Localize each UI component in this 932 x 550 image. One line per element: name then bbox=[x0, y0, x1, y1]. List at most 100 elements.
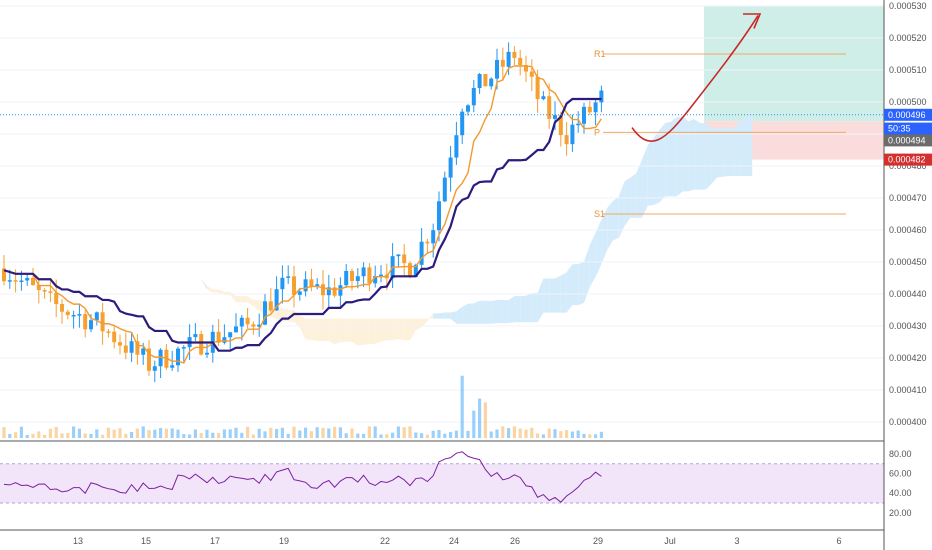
candle-body[interactable] bbox=[303, 279, 308, 292]
candle-body[interactable] bbox=[135, 341, 140, 355]
candle-body[interactable] bbox=[257, 324, 262, 327]
candle-body[interactable] bbox=[500, 59, 505, 67]
candle-body[interactable] bbox=[31, 277, 35, 286]
candle-body[interactable] bbox=[338, 285, 343, 296]
candle-body[interactable] bbox=[42, 290, 47, 292]
candle-body[interactable] bbox=[582, 106, 586, 124]
candle-body[interactable] bbox=[350, 270, 354, 281]
candle-body[interactable] bbox=[268, 301, 273, 311]
candle-body[interactable] bbox=[570, 124, 575, 145]
candle-body[interactable] bbox=[286, 276, 291, 278]
candle-body[interactable] bbox=[558, 115, 563, 136]
candle-body[interactable] bbox=[355, 276, 360, 281]
candle-body[interactable] bbox=[48, 291, 53, 293]
target-zone[interactable] bbox=[704, 6, 884, 122]
candle-body[interactable] bbox=[83, 314, 88, 330]
candle-body[interactable] bbox=[576, 123, 581, 126]
candle-body[interactable] bbox=[442, 177, 447, 202]
candle-body[interactable] bbox=[524, 65, 528, 72]
candle-body[interactable] bbox=[564, 135, 569, 145]
candle-body[interactable] bbox=[512, 51, 517, 58]
candle-body[interactable] bbox=[193, 334, 198, 338]
candle-body[interactable] bbox=[118, 342, 122, 346]
candle-body[interactable] bbox=[448, 157, 453, 178]
candle-body[interactable] bbox=[274, 289, 279, 311]
candle-body[interactable] bbox=[309, 279, 314, 287]
candle-body[interactable] bbox=[297, 291, 302, 295]
candle-body[interactable] bbox=[593, 102, 598, 113]
candle-body[interactable] bbox=[36, 285, 41, 291]
candle-body[interactable] bbox=[222, 337, 227, 343]
candle-body[interactable] bbox=[535, 76, 540, 100]
candle-body[interactable] bbox=[425, 241, 430, 244]
candle-body[interactable] bbox=[553, 115, 557, 119]
candle-body[interactable] bbox=[77, 314, 82, 316]
candle-body[interactable] bbox=[199, 334, 204, 355]
candle-body[interactable] bbox=[292, 276, 296, 295]
candle-body[interactable] bbox=[344, 270, 349, 286]
candle-body[interactable] bbox=[158, 349, 163, 367]
candle-body[interactable] bbox=[419, 241, 424, 265]
candle-body[interactable] bbox=[60, 304, 64, 312]
candle-body[interactable] bbox=[431, 230, 436, 244]
candle-body[interactable] bbox=[477, 73, 482, 89]
candle-body[interactable] bbox=[326, 287, 331, 296]
candle-body[interactable] bbox=[587, 106, 592, 113]
candle-body[interactable] bbox=[466, 105, 470, 112]
candle-body[interactable] bbox=[106, 331, 111, 333]
candle-body[interactable] bbox=[379, 274, 383, 277]
candle-body[interactable] bbox=[361, 267, 366, 277]
candle-body[interactable] bbox=[228, 332, 233, 338]
candle-body[interactable] bbox=[176, 348, 180, 366]
candle-body[interactable] bbox=[147, 348, 151, 371]
candle-body[interactable] bbox=[54, 292, 59, 305]
candle-body[interactable] bbox=[71, 315, 76, 317]
candle-body[interactable] bbox=[19, 280, 24, 283]
candle-body[interactable] bbox=[245, 317, 250, 325]
candle-body[interactable] bbox=[216, 331, 221, 343]
candle-body[interactable] bbox=[280, 277, 285, 290]
candle-body[interactable] bbox=[529, 71, 534, 77]
candle-body[interactable] bbox=[65, 311, 70, 316]
candle-body[interactable] bbox=[170, 365, 175, 368]
candle-body[interactable] bbox=[141, 348, 146, 355]
candle-body[interactable] bbox=[413, 264, 418, 278]
candle-body[interactable] bbox=[239, 317, 244, 327]
candle-body[interactable] bbox=[402, 254, 407, 264]
candle-body[interactable] bbox=[123, 345, 128, 353]
candle-body[interactable] bbox=[373, 276, 378, 284]
candle-body[interactable] bbox=[367, 267, 372, 284]
candle-body[interactable] bbox=[321, 284, 325, 296]
candle-body[interactable] bbox=[495, 59, 499, 79]
candle-body[interactable] bbox=[2, 268, 6, 282]
candle-body[interactable] bbox=[7, 280, 12, 282]
candle-body[interactable] bbox=[541, 96, 546, 100]
candle-body[interactable] bbox=[251, 324, 256, 327]
candle-body[interactable] bbox=[506, 51, 511, 67]
candle-body[interactable] bbox=[263, 301, 267, 325]
candle-body[interactable] bbox=[460, 111, 465, 136]
candle-body[interactable] bbox=[205, 352, 209, 355]
candle-body[interactable] bbox=[489, 78, 494, 87]
candle-body[interactable] bbox=[315, 284, 320, 287]
candle-body[interactable] bbox=[454, 135, 459, 158]
candle-body[interactable] bbox=[437, 201, 441, 231]
candle-body[interactable] bbox=[181, 347, 186, 349]
projection-arrow[interactable] bbox=[631, 15, 759, 142]
candle-body[interactable] bbox=[89, 320, 93, 330]
candle-body[interactable] bbox=[25, 277, 30, 281]
candle-body[interactable] bbox=[94, 312, 99, 321]
candle-body[interactable] bbox=[547, 96, 552, 119]
candle-body[interactable] bbox=[100, 312, 105, 332]
candle-body[interactable] bbox=[599, 90, 604, 103]
candle-body[interactable] bbox=[471, 88, 476, 106]
candle-body[interactable] bbox=[483, 73, 488, 87]
candle-body[interactable] bbox=[332, 287, 337, 296]
candle-body[interactable] bbox=[152, 366, 157, 371]
candle-body[interactable] bbox=[396, 254, 401, 257]
candle-body[interactable] bbox=[518, 57, 523, 66]
candle-body[interactable] bbox=[408, 263, 412, 278]
candle-body[interactable] bbox=[129, 341, 134, 353]
candle-body[interactable] bbox=[13, 280, 18, 282]
